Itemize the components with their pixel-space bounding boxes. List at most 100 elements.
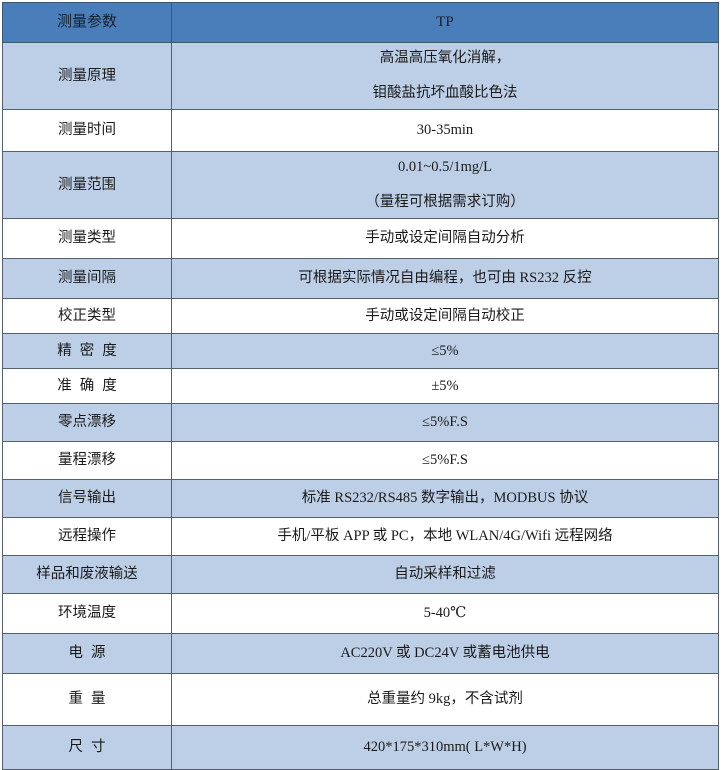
row-value-line: （量程可根据需求订购）: [365, 194, 525, 211]
row-value-cell: 标准 RS232/RS485 数字输出，MODBUS 协议: [171, 478, 719, 518]
row-label-text: 远程操作: [58, 528, 116, 545]
row-label-text: 重量: [68, 691, 114, 708]
row-label-cell: 远程操作: [2, 516, 172, 556]
row-value-cell: 420*175*310mm( L*W*H): [171, 724, 719, 770]
row-label-cell: 量程漂移: [2, 440, 172, 480]
row-label-cell: 零点漂移: [2, 402, 172, 442]
row-value-line: ≤5%F.S: [422, 452, 468, 469]
row-value-line: 自动采样和过滤: [394, 566, 496, 583]
table-header-row: 测量参数 TP: [2, 2, 719, 43]
row-value-cell: 总重量约 9kg，不含试剂: [171, 672, 719, 726]
table-row: 环境温度 5-40℃: [2, 592, 719, 634]
row-label-text: 环境温度: [58, 605, 116, 622]
row-value-cell: 5-40℃: [171, 592, 719, 634]
row-value-lines: ≤5%F.S: [178, 411, 712, 433]
table-row: 测量范围 0.01~0.5/1mg/L （量程可根据需求订购）: [2, 150, 719, 219]
row-value-line: 手动或设定间隔自动分析: [365, 230, 525, 247]
row-label-text: 测量类型: [58, 230, 116, 247]
row-value-cell: 30-35min: [171, 108, 719, 152]
row-value-lines: 30-35min: [178, 119, 712, 141]
row-value-lines: ≤5%: [178, 340, 712, 362]
table-row: 测量类型 手动或设定间隔自动分析: [2, 217, 719, 259]
row-value-lines: ≤5%F.S: [178, 449, 712, 471]
row-label-text: 校正类型: [58, 307, 116, 324]
row-value-lines: 手动或设定间隔自动分析: [178, 227, 712, 249]
header-label-cell: 测量参数: [2, 2, 172, 43]
row-value-cell: 手机/平板 APP 或 PC，本地 WLAN/4G/Wifi 远程网络: [171, 516, 719, 556]
row-value-lines: 高温高压氧化消解， 钼酸盐抗坏血酸比色法: [178, 47, 712, 105]
row-value-lines: 手机/平板 APP 或 PC，本地 WLAN/4G/Wifi 远程网络: [178, 525, 712, 547]
row-label-text: 测量范围: [58, 176, 116, 193]
row-value-cell: 手动或设定间隔自动校正: [171, 297, 719, 334]
row-value-line: 钼酸盐抗坏血酸比色法: [372, 85, 518, 102]
table-row: 校正类型 手动或设定间隔自动校正: [2, 297, 719, 334]
row-label-cell: 测量类型: [2, 217, 172, 259]
row-label-cell: 测量原理: [2, 42, 172, 110]
row-value-line: 高温高压氧化消解，: [379, 50, 511, 66]
table-row: 远程操作 手机/平板 APP 或 PC，本地 WLAN/4G/Wifi 远程网络: [2, 516, 719, 556]
row-value-cell: 自动采样和过滤: [171, 554, 719, 594]
row-value-cell: ≤5%F.S: [171, 440, 719, 480]
table-row: 尺寸 420*175*310mm( L*W*H): [2, 724, 719, 770]
row-label-cell: 电源: [2, 632, 172, 674]
table-row: 信号输出 标准 RS232/RS485 数字输出，MODBUS 协议: [2, 478, 719, 518]
row-value-line: 手动或设定间隔自动校正: [365, 307, 525, 324]
row-value-line: 30-35min: [416, 122, 474, 139]
row-value-line: 手机/平板 APP 或 PC，本地 WLAN/4G/Wifi 远程网络: [277, 528, 613, 545]
row-label-text: 测量时间: [58, 122, 116, 139]
row-value-line: ≤5%F.S: [422, 414, 468, 431]
row-label-text: 信号输出: [58, 490, 116, 507]
row-label-text: 零点漂移: [58, 414, 116, 431]
row-label-cell: 尺寸: [2, 724, 172, 770]
table-row: 量程漂移 ≤5%F.S: [2, 440, 719, 480]
row-value-cell: 高温高压氧化消解， 钼酸盐抗坏血酸比色法: [171, 42, 719, 110]
row-value-lines: 手动或设定间隔自动校正: [178, 305, 712, 327]
row-value-line: AC220V 或 DC24V 或蓄电池供电: [340, 645, 550, 662]
row-value-line: 总重量约 9kg，不含试剂: [367, 691, 523, 708]
row-value-line: 标准 RS232/RS485 数字输出，MODBUS 协议: [301, 490, 589, 507]
row-label-cell: 信号输出: [2, 478, 172, 518]
row-value-cell: ≤5%F.S: [171, 402, 719, 442]
row-value-cell: AC220V 或 DC24V 或蓄电池供电: [171, 632, 719, 674]
row-value-lines: 5-40℃: [178, 602, 712, 624]
row-label-cell: 重量: [2, 672, 172, 726]
row-value-lines: 420*175*310mm( L*W*H): [178, 736, 712, 758]
row-label-text: 样品和废液输送: [36, 566, 138, 583]
row-value-line: 0.01~0.5/1mg/L: [397, 158, 493, 175]
row-label-text: 精密度: [57, 342, 125, 359]
row-value-cell: 可根据实际情况自由编程，也可由 RS232 反控: [171, 257, 719, 299]
row-label-text: 测量原理: [58, 67, 116, 84]
table-row: 准确度 ±5%: [2, 367, 719, 404]
row-value-lines: ±5%: [178, 375, 712, 397]
row-value-lines: 标准 RS232/RS485 数字输出，MODBUS 协议: [178, 487, 712, 509]
row-label-cell: 测量范围: [2, 150, 172, 219]
row-label-text: 电源: [68, 645, 114, 662]
row-value-line: 可根据实际情况自由编程，也可由 RS232 反控: [298, 270, 592, 287]
table-row: 测量原理 高温高压氧化消解， 钼酸盐抗坏血酸比色法: [2, 42, 719, 110]
row-value-lines: 可根据实际情况自由编程，也可由 RS232 反控: [178, 267, 712, 289]
table-row: 测量间隔 可根据实际情况自由编程，也可由 RS232 反控: [2, 257, 719, 299]
row-value-lines: 自动采样和过滤: [178, 563, 712, 585]
row-value-line: 420*175*310mm( L*W*H): [363, 739, 527, 756]
table-row: 精密度 ≤5%: [2, 332, 719, 369]
row-value-lines: 0.01~0.5/1mg/L （量程可根据需求订购）: [178, 156, 712, 214]
row-label-text: 量程漂移: [58, 452, 116, 469]
row-label-cell: 校正类型: [2, 297, 172, 334]
row-label-cell: 样品和废液输送: [2, 554, 172, 594]
row-value-cell: ≤5%: [171, 332, 719, 369]
row-label-cell: 精密度: [2, 332, 172, 369]
table-row: 电源 AC220V 或 DC24V 或蓄电池供电: [2, 632, 719, 674]
row-label-cell: 环境温度: [2, 592, 172, 634]
table-row: 零点漂移 ≤5%F.S: [2, 402, 719, 442]
table-row: 重量 总重量约 9kg，不含试剂: [2, 672, 719, 726]
row-label-cell: 测量间隔: [2, 257, 172, 299]
row-value-cell: 0.01~0.5/1mg/L （量程可根据需求订购）: [171, 150, 719, 219]
row-label-text: 尺寸: [68, 739, 114, 756]
row-label-text: 准确度: [57, 377, 125, 394]
row-value-cell: ±5%: [171, 367, 719, 404]
row-value-lines: AC220V 或 DC24V 或蓄电池供电: [178, 642, 712, 664]
row-value-line: ±5%: [431, 377, 459, 394]
row-value-line: ≤5%: [431, 342, 459, 359]
row-value-cell: 手动或设定间隔自动分析: [171, 217, 719, 259]
